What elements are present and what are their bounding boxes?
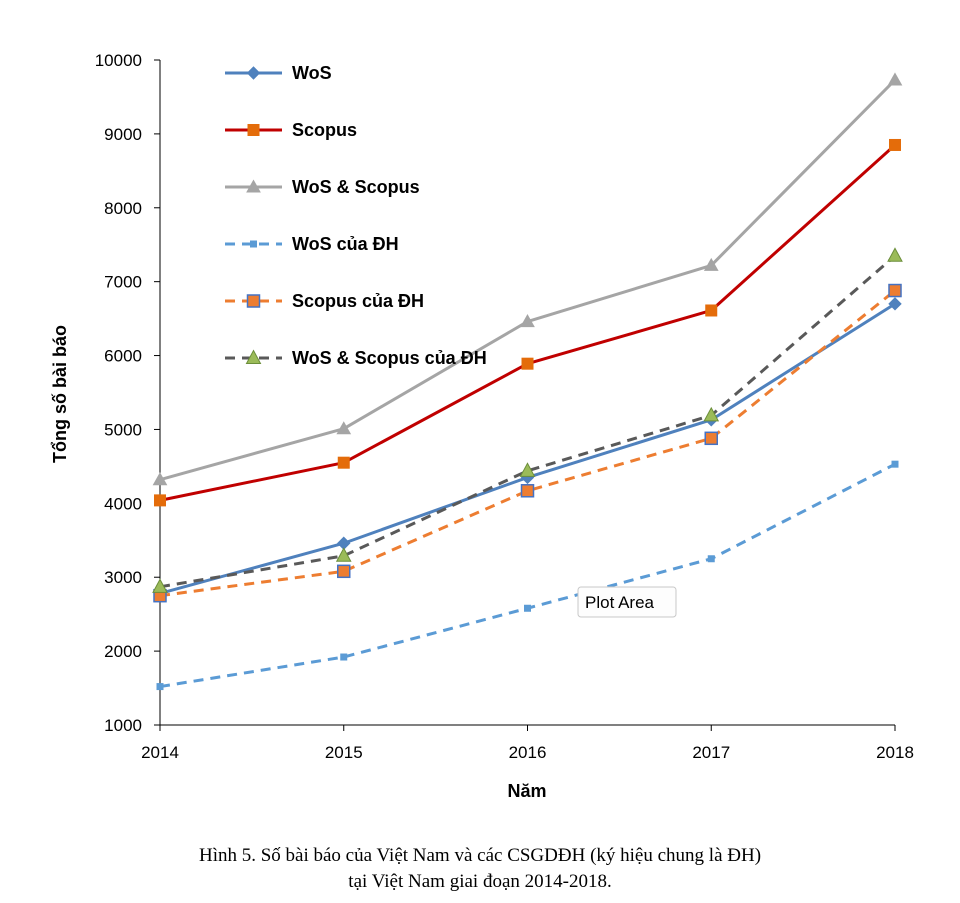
data-point <box>337 456 350 469</box>
y-tick-label: 1000 <box>104 716 142 735</box>
axes: 1000 2000 3000 4000 5000 6000 7000 8000 9000 1000… <box>95 51 914 762</box>
series-layer <box>152 72 903 691</box>
data-point <box>521 357 534 370</box>
y-tick-label: 6000 <box>104 347 142 366</box>
legend: WoS Scopus WoS & Scopus WoS của ĐH Scopus củ… <box>225 63 487 368</box>
y-axis-title: Tổng số bài báo <box>50 325 70 463</box>
y-tick-label: 2000 <box>104 642 142 661</box>
tooltip-label: Plot Area <box>585 593 655 612</box>
legend-marker <box>246 294 261 308</box>
legend-label: WoS & Scopus của ĐH <box>292 348 487 368</box>
y-tick-label: 8000 <box>104 199 142 218</box>
data-point <box>156 683 164 691</box>
legend-marker <box>246 179 261 193</box>
legend-marker <box>247 124 260 136</box>
data-point <box>152 472 168 486</box>
data-point <box>152 578 168 593</box>
data-point <box>154 494 166 507</box>
y-tick-label: 9000 <box>104 125 142 144</box>
legend-label: Scopus <box>292 120 357 140</box>
data-point <box>704 431 718 446</box>
legend-item: WoS & Scopus của ĐH <box>225 348 487 368</box>
data-point <box>707 555 715 563</box>
y-tick-label: 10000 <box>95 51 142 70</box>
caption-line-1: Hình 5. Số bài báo của Việt Nam và các C… <box>198 845 762 866</box>
y-tick-label: 5000 <box>104 420 142 439</box>
series-line <box>159 462 896 689</box>
legend-item: WoS & Scopus <box>225 177 420 197</box>
series-1 <box>154 138 901 507</box>
data-point <box>887 247 903 262</box>
legend-marker <box>246 66 261 80</box>
series-2 <box>152 72 903 486</box>
series-5 <box>152 247 903 593</box>
x-tick-label: 2017 <box>692 743 730 762</box>
y-tick-label: 7000 <box>104 273 142 292</box>
series-0 <box>153 297 902 601</box>
series-line <box>159 78 897 482</box>
legend-label: Scopus của ĐH <box>292 291 424 311</box>
data-point <box>888 297 902 311</box>
data-point <box>891 460 899 468</box>
data-point <box>888 283 902 298</box>
data-point <box>703 406 720 422</box>
data-point <box>520 314 535 328</box>
y-tick-label: 4000 <box>104 494 142 513</box>
series-4 <box>153 283 902 603</box>
data-point <box>519 462 536 477</box>
x-tick-label: 2014 <box>141 743 179 762</box>
legend-item: WoS của ĐH <box>225 234 399 254</box>
legend-item: Scopus của ĐH <box>225 291 424 311</box>
legend-marker <box>245 349 262 364</box>
series-3 <box>156 460 899 691</box>
chart: 1000 2000 3000 4000 5000 6000 7000 8000 9000 1000… <box>50 51 914 801</box>
figure-caption: Hình 5. Số bài báo của Việt Nam và các C… <box>0 843 960 895</box>
x-tick-label: 2018 <box>876 743 914 762</box>
y-tick-label: 3000 <box>104 568 142 587</box>
data-point <box>705 304 718 317</box>
data-point <box>340 653 348 661</box>
legend-label: WoS <box>292 63 332 83</box>
x-axis-title: Năm <box>507 781 546 801</box>
data-point <box>337 564 351 579</box>
x-tick-label: 2016 <box>509 743 547 762</box>
series-line <box>159 254 896 589</box>
data-point <box>887 72 903 86</box>
tooltip-box <box>577 586 677 618</box>
legend-item: WoS <box>225 63 332 83</box>
legend-item: Scopus <box>225 120 357 140</box>
legend-label: WoS của ĐH <box>292 234 399 254</box>
data-point <box>335 547 352 562</box>
data-point <box>889 138 901 151</box>
data-point <box>336 421 352 435</box>
data-point <box>703 257 719 271</box>
data-point <box>524 604 531 612</box>
data-point <box>520 484 535 498</box>
plot-area-tooltip: Plot Area <box>577 586 677 618</box>
legend-label: WoS & Scopus <box>292 177 420 197</box>
caption-line-2: tại Việt Nam giai đoạn 2014-2018. <box>348 871 612 892</box>
x-tick-label: 2015 <box>325 743 363 762</box>
legend-marker <box>250 240 257 248</box>
series-line <box>159 289 896 598</box>
